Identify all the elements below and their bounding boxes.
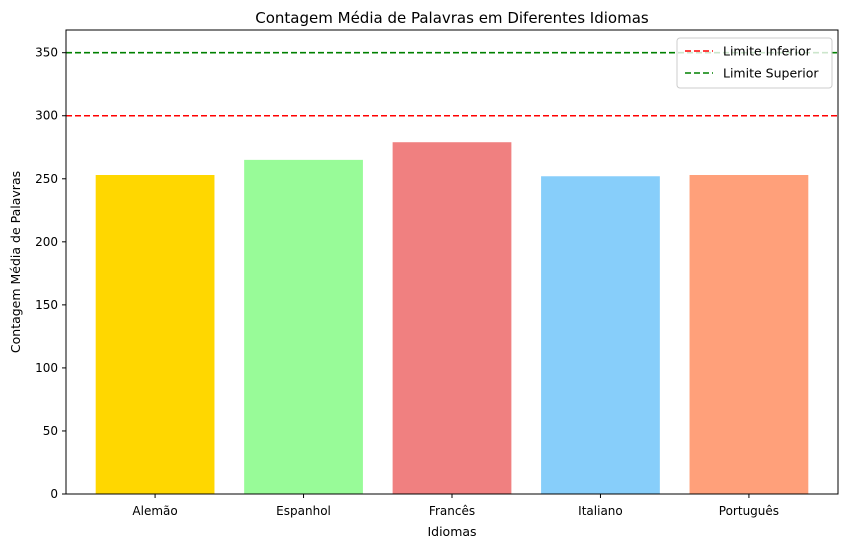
legend-label: Limite Superior xyxy=(723,66,819,81)
x-tick-label: Italiano xyxy=(578,504,623,518)
y-tick-label: 0 xyxy=(50,487,58,501)
y-tick-label: 200 xyxy=(35,235,58,249)
x-axis-label: Idiomas xyxy=(427,524,476,539)
chart-title: Contagem Média de Palavras em Diferentes… xyxy=(255,9,649,27)
legend-label: Limite Inferior xyxy=(723,44,812,59)
y-tick-label: 150 xyxy=(35,298,58,312)
y-tick-label: 300 xyxy=(35,109,58,123)
y-tick-label: 250 xyxy=(35,172,58,186)
x-tick-label: Francês xyxy=(429,504,475,518)
x-tick-label: Espanhol xyxy=(276,504,331,518)
bar-2 xyxy=(392,142,512,494)
y-tick-label: 100 xyxy=(35,361,58,375)
bar-1 xyxy=(244,159,363,494)
legend: Limite Inferior Limite Superior xyxy=(676,37,833,89)
y-tick-label: 350 xyxy=(35,46,58,60)
bar-4 xyxy=(689,175,809,494)
bar-0 xyxy=(95,175,215,494)
bar-3 xyxy=(541,176,660,494)
legend-box xyxy=(676,37,833,89)
y-tick-label: 50 xyxy=(43,424,58,438)
x-tick-label: Português xyxy=(719,504,779,518)
y-axis-label: Contagem Média de Palavras xyxy=(8,171,23,353)
plot-area: 0 50 100 150 200 250 300 350 Alemão Espanhol Franc… xyxy=(35,29,839,518)
x-tick-label: Alemão xyxy=(132,504,177,518)
